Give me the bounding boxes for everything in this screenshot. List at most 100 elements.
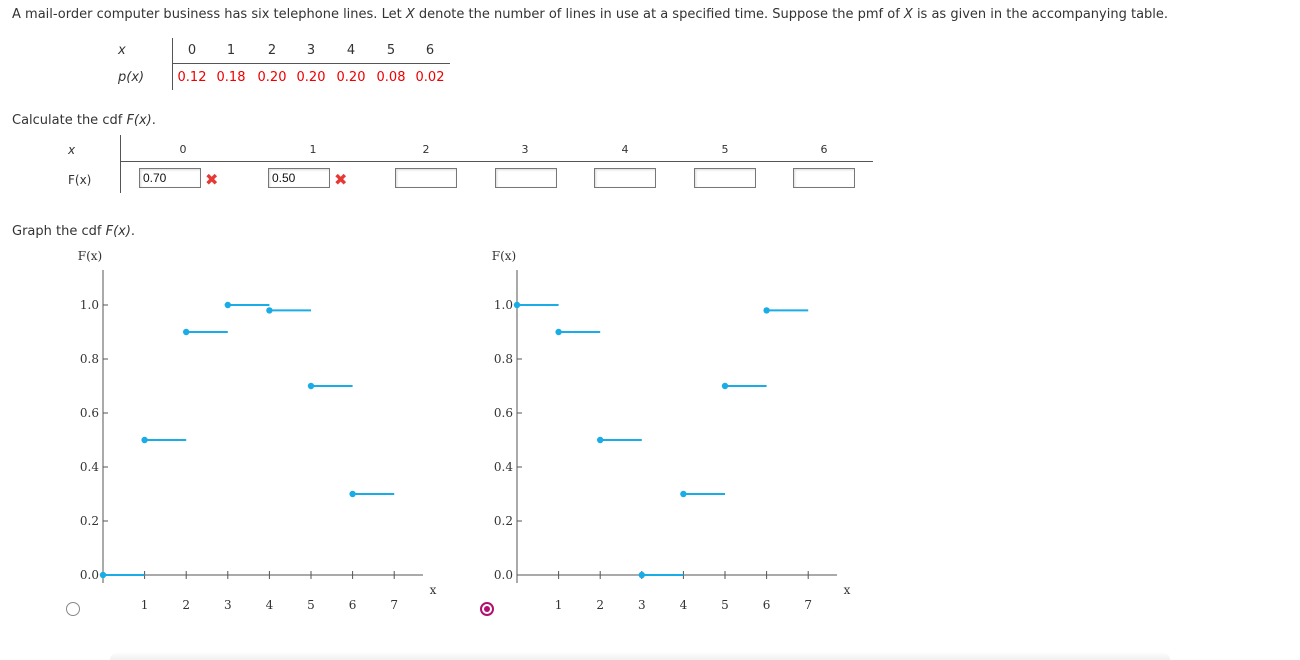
cdf-x-value: 4 [621, 143, 629, 156]
step-point [763, 307, 770, 314]
step-point [141, 436, 148, 444]
pmf-x-value: 0 [187, 43, 197, 58]
x-tick-label: 5 [721, 598, 729, 612]
cdf-f-label: F(x) [68, 173, 92, 187]
y-tick-label: 0.2 [494, 514, 513, 528]
step-point [638, 571, 645, 579]
x-tick-label: 3 [224, 598, 232, 612]
cdf-chart-b: F(x) x 0.0 0.2 0.4 0.6 0.8 1.0 1 2 3 4 5 6 7 [492, 249, 851, 612]
y-tick-label: 0.4 [494, 460, 513, 474]
graph-option-b-radio[interactable] [480, 602, 494, 616]
x-tick-label: 4 [266, 598, 274, 612]
cdf-x-value: 3 [521, 143, 529, 156]
y-tick-label: 0.8 [494, 352, 513, 366]
y-tick-label: 0.8 [80, 352, 99, 366]
y-tick-label: 1.0 [494, 298, 513, 312]
pmf-x-label: x [118, 43, 126, 58]
pmf-x-value: 2 [267, 43, 277, 58]
step-point [597, 436, 604, 444]
question-var: X [903, 7, 913, 22]
y-tick-label: 0.6 [494, 406, 513, 420]
cdf-input-1[interactable]: 0.50 [268, 168, 330, 188]
graph-option-a-radio[interactable] [66, 602, 80, 616]
pmf-p-label: p(x) [118, 70, 144, 85]
y-tick-label: 0.4 [80, 460, 99, 474]
y-tick-label: 0.2 [80, 514, 99, 528]
x-axis-label: x [430, 583, 437, 597]
pmf-x-value: 6 [425, 43, 435, 58]
cdf-prompt-end: . [151, 113, 156, 128]
y-tick-label: 0.0 [494, 568, 513, 582]
pmf-p-label-text: p(x) [118, 70, 145, 85]
step-point [183, 328, 190, 336]
step-point [99, 571, 107, 579]
step-point [349, 490, 356, 498]
x-tick-label: 7 [390, 598, 398, 612]
cdf-x-value: 1 [309, 143, 317, 156]
x-tick-label: 6 [349, 598, 357, 612]
incorrect-icon: ✖ [334, 170, 348, 189]
cdf-input-5[interactable] [694, 168, 756, 188]
x-tick-label: 1 [141, 598, 149, 612]
x-tick-label: 2 [182, 598, 190, 612]
cdf-x-value: 5 [721, 143, 729, 156]
x-tick-label: 5 [307, 598, 315, 612]
step-point [266, 307, 273, 314]
step-point [555, 328, 562, 336]
y-tick-label: 0.6 [80, 406, 99, 420]
incorrect-icon: ✖ [205, 170, 219, 189]
cdf-vertical-rule [120, 135, 121, 193]
pmf-p-value: 0.20 [296, 70, 326, 85]
question-var: X [405, 7, 415, 22]
step-point [680, 490, 687, 498]
x-tick-label: 6 [763, 598, 771, 612]
graph-prompt: Graph the cdf F(x). [12, 224, 135, 239]
step-point [721, 382, 729, 390]
pmf-x-value: 5 [386, 43, 396, 58]
cdf-x-value: 2 [422, 143, 430, 156]
graph-prompt-text: Graph the cdf [12, 224, 106, 239]
pmf-p-value: 0.20 [257, 70, 287, 85]
cdf-prompt-text: Calculate the cdf [12, 113, 127, 128]
graph-prompt-fx: F(x) [105, 224, 131, 239]
x-tick-label: 1 [555, 598, 563, 612]
question-part: is as given in the accompanying table. [912, 7, 1169, 22]
page-footer-shadow [110, 652, 1170, 660]
cdf-horizontal-rule [120, 161, 873, 162]
pmf-x-value: 4 [346, 43, 356, 58]
x-tick-label: 7 [804, 598, 812, 612]
graph-option-b: F(x) x 0.0 0.2 0.4 0.6 0.8 1.0 1 2 3 4 5 6 7 [464, 240, 864, 620]
pmf-p-value: 0.18 [216, 70, 246, 85]
pmf-x-value: 3 [306, 43, 316, 58]
y-axis-label: F(x) [492, 249, 516, 263]
cdf-x-label: x [68, 143, 76, 157]
x-axis-label: x [844, 583, 851, 597]
question-text: A mail-order computer business has six t… [12, 7, 1168, 22]
pmf-p-value: 0.02 [415, 70, 445, 85]
graph-prompt-end: . [130, 224, 136, 239]
cdf-input-2[interactable] [395, 168, 457, 188]
cdf-prompt: Calculate the cdf F(x). [12, 113, 156, 128]
cdf-input-6[interactable] [793, 168, 855, 188]
x-tick-label: 2 [596, 598, 604, 612]
pmf-p-value: 0.12 [177, 70, 207, 85]
pmf-p-value: 0.08 [376, 70, 406, 85]
cdf-chart-a: F(x) x 0.0 0.2 0.4 0.6 0.8 1.0 1 2 3 4 5 6 7 [78, 249, 437, 612]
y-tick-label: 1.0 [80, 298, 99, 312]
cdf-input-4[interactable] [594, 168, 656, 188]
y-axis-label: F(x) [78, 249, 102, 263]
cdf-input-3[interactable] [495, 168, 557, 188]
step-point [513, 301, 521, 309]
cdf-prompt-fx: F(x) [126, 113, 152, 128]
step-point [307, 382, 315, 390]
x-tick-label: 4 [680, 598, 688, 612]
cdf-input-0[interactable]: 0.70 [139, 168, 201, 188]
x-tick-label: 3 [638, 598, 646, 612]
step-point [224, 301, 231, 309]
y-tick-label: 0.0 [80, 568, 99, 582]
pmf-x-value: 1 [226, 43, 236, 58]
cdf-x-value: 6 [820, 143, 828, 156]
graph-option-a: F(x) x 0.0 0.2 0.4 0.6 0.8 1.0 1 2 3 4 5 6 7 [50, 240, 450, 620]
pmf-p-value: 0.20 [336, 70, 366, 85]
cdf-x-value: 0 [179, 143, 187, 156]
